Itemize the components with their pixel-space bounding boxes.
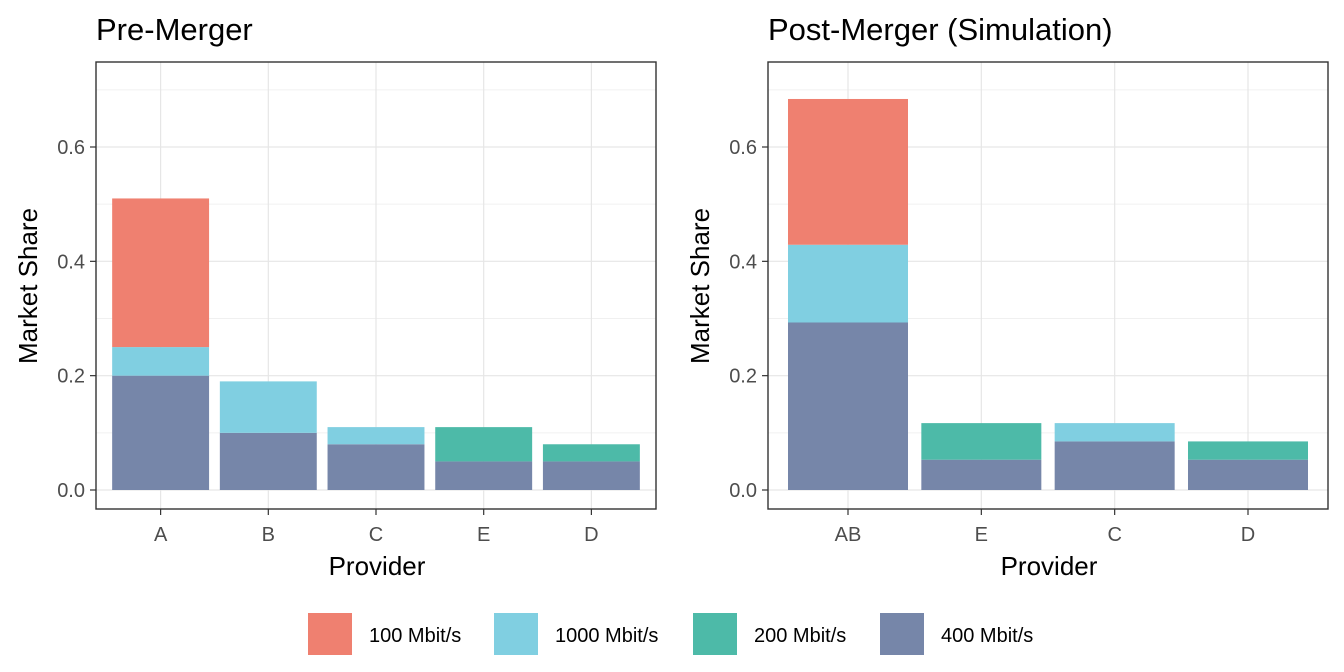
legend-key-400-mbit: [880, 613, 924, 655]
bar-200-mbit-s-d: [542, 444, 640, 462]
panel-border: [767, 61, 1329, 510]
x-tick-label: E: [477, 524, 490, 546]
x-tick-label: AB: [835, 524, 862, 546]
y-tick-label: 0.4: [729, 251, 757, 273]
legend-item-400: 400 Mbit/s: [880, 613, 1033, 655]
bar-1000-mbit-s-c: [1054, 423, 1175, 442]
bar-1000-mbit-s-ab: [788, 244, 908, 323]
bar-400-mbit-s-e: [435, 461, 533, 490]
legend-label: 400 Mbit/s: [941, 625, 1033, 647]
plot-area: 0.0 0.2 0.4 0.6 AB E C D: [729, 61, 1329, 546]
panel-title: Post-Merger (Simulation): [768, 12, 1113, 47]
bar-1000-mbit-s-b: [219, 381, 317, 433]
bar-400-mbit-s-c: [1054, 441, 1175, 490]
panel-pre-merger: Pre-Merger 0.0 0.2 0.4 0.6 A B C E D Provider Ma…: [13, 12, 657, 581]
plot-area: 0.0 0.2 0.4 0.6 A B C E D: [57, 61, 657, 546]
bar-400-mbit-s-a: [112, 375, 210, 490]
legend: 100 Mbit/s 1000 Mbit/s 200 Mbit/s 400 Mb…: [308, 613, 1033, 655]
y-axis-title: Market Share: [13, 208, 43, 364]
x-tick-label: E: [975, 524, 988, 546]
y-tick-label: 0.0: [729, 480, 757, 502]
y-tick-label: 0.2: [729, 366, 757, 388]
legend-key-100-mbit: [308, 613, 352, 655]
bar-1000-mbit-s-c: [327, 427, 425, 445]
y-tick-label: 0.6: [57, 137, 85, 159]
x-tick-label: A: [154, 524, 168, 546]
x-tick-label: D: [584, 524, 598, 546]
x-tick-label: D: [1241, 524, 1255, 546]
bar-400-mbit-s-c: [327, 444, 425, 490]
bar-400-mbit-s-ab: [788, 322, 908, 490]
legend-label: 100 Mbit/s: [369, 625, 461, 647]
x-axis-title: Provider: [1001, 551, 1098, 581]
bar-200-mbit-s-e: [921, 423, 1042, 460]
legend-item-100: 100 Mbit/s: [308, 613, 461, 655]
bar-400-mbit-s-b: [219, 432, 317, 490]
bar-400-mbit-s-e: [921, 459, 1042, 490]
y-axis-title: Market Share: [685, 208, 715, 364]
legend-label: 1000 Mbit/s: [555, 625, 658, 647]
x-tick-label: C: [369, 524, 383, 546]
bar-200-mbit-s-e: [435, 427, 533, 462]
bar-100-mbit-s-a: [112, 198, 210, 348]
bar-100-mbit-s-ab: [788, 98, 908, 245]
bar-1000-mbit-s-a: [112, 347, 210, 376]
bar-400-mbit-s-d: [542, 461, 640, 490]
x-tick-label: C: [1107, 524, 1121, 546]
bar-200-mbit-s-d: [1188, 441, 1308, 460]
legend-key-200-mbit: [693, 613, 737, 655]
y-tick-label: 0.0: [57, 480, 85, 502]
legend-item-200: 200 Mbit/s: [693, 613, 846, 655]
panel-post-merger: Post-Merger (Simulation) 0.0 0.2 0.4 0.6 AB E…: [685, 12, 1329, 581]
y-tick-label: 0.4: [57, 251, 85, 273]
bar-400-mbit-s-d: [1188, 459, 1308, 490]
legend-item-1000: 1000 Mbit/s: [494, 613, 658, 655]
panel-title: Pre-Merger: [96, 12, 253, 47]
y-tick-label: 0.6: [729, 137, 757, 159]
legend-label: 200 Mbit/s: [754, 625, 846, 647]
y-tick-label: 0.2: [57, 366, 85, 388]
x-axis-title: Provider: [329, 551, 426, 581]
legend-key-1000-mbit: [494, 613, 538, 655]
x-tick-label: B: [262, 524, 275, 546]
